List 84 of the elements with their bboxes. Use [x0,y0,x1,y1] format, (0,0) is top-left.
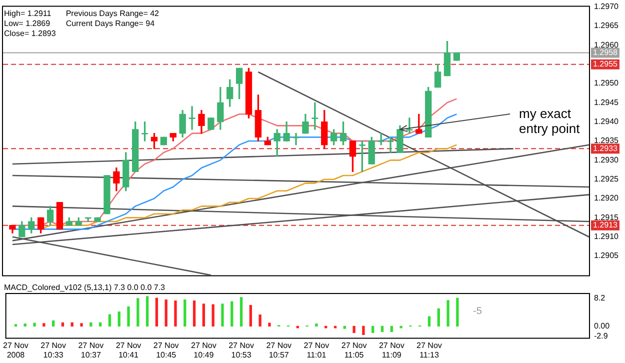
x-tick-label: 27 Nov 11:09 [378,340,404,360]
candlestick [56,202,64,230]
bar [155,298,158,326]
candlestick [104,175,110,214]
bar [174,300,177,326]
x-tick-label: 27 Nov 10:53 [228,340,254,360]
x-tick-label: 27 Nov 2008 [3,340,28,360]
bar [446,300,450,326]
y-tick-label: 1.2905 [594,251,620,260]
x-tick-label: 27 Nov 11:13 [416,340,442,360]
y-tick-label: 1.2940 [594,117,620,126]
y-tick-label: 0.00 [594,321,610,330]
bar [52,320,55,326]
y-tick-label: 1.2950 [594,78,620,88]
candlestick [453,52,460,61]
x-tick-label: 27 Nov 10:57 [266,340,292,360]
annotation: my exact entry point [516,104,586,138]
y-tick-label: 1.2910 [594,232,620,242]
bar [362,326,365,336]
bar [380,326,384,332]
x-tick-label: 27 Nov 10:41 [116,340,142,360]
bar [118,311,120,326]
bar [70,322,74,326]
bar [24,323,26,326]
bar [268,322,271,326]
x-tick-label: 27 Nov 10:45 [153,340,179,360]
y-tick-label: 1.2935 [594,136,620,146]
bar [400,326,402,328]
ref-line-label: 1.2913 [593,220,618,230]
y-tick-label: -2.9 [594,331,608,340]
y-tick-label: 1.2970 [594,2,620,12]
bar [437,308,440,326]
y-tick-label: 1.2965 [594,21,620,30]
x-tick-label: 27 Nov 11:05 [341,340,367,360]
bar [80,323,83,326]
bar [90,322,92,326]
bar [343,326,346,329]
bar [212,304,214,326]
candlestick [208,118,214,130]
x-tick-label: 27 Nov 10:49 [191,340,216,360]
x-tick-label: 27 Nov 11:01 [304,340,330,360]
bar [249,304,252,326]
bar [108,314,112,326]
bar [127,306,130,326]
bar [315,323,318,326]
bar [136,298,140,326]
bar [258,314,262,326]
ref-line-label: 1.2958 [593,48,618,58]
annotation: Previous Days Range= 42 [66,8,159,19]
bar [230,301,234,326]
y-tick-label: 1.2915 [594,212,620,222]
y-tick-label: 1.2925 [594,174,620,184]
annotation: High= 1.2911 [4,8,52,19]
bar [42,323,46,326]
bar [98,322,102,326]
bar [202,304,206,326]
bar [221,304,224,326]
annotation: Current Days Range= 94 [66,18,156,29]
x-tick-label: 27 Nov 10:33 [40,340,66,360]
x-tick-label: 27 Nov 10:37 [78,340,104,360]
bar [352,326,356,333]
candlestick [94,217,101,222]
annotation: Low= 1.2869 [4,18,52,29]
bar [146,296,149,326]
ref-line-label: 1.2933 [593,144,618,153]
y-tick-label: 1.2920 [594,194,620,203]
bar [240,297,243,326]
text: MACD_Colored_v102 (5,13,1) 7.3 0.0 0.0 7.3 [4,283,165,293]
bar [192,300,196,326]
annotation: Close= 1.2893 [4,28,56,39]
bar [184,299,186,326]
bar [390,326,393,332]
annotation: -5 [472,305,483,319]
bar [33,322,36,326]
bar [61,322,64,326]
y-tick-label: 1.2945 [594,98,620,107]
bar [164,299,168,326]
bar [456,298,459,326]
bar [428,316,431,326]
y-tick-label: 1.2930 [594,155,620,164]
y-tick-label: 1.2960 [594,40,620,50]
bar [372,326,374,333]
y-tick-label: 8.2 [594,293,606,302]
ref-line-label: 1.2955 [593,60,618,69]
